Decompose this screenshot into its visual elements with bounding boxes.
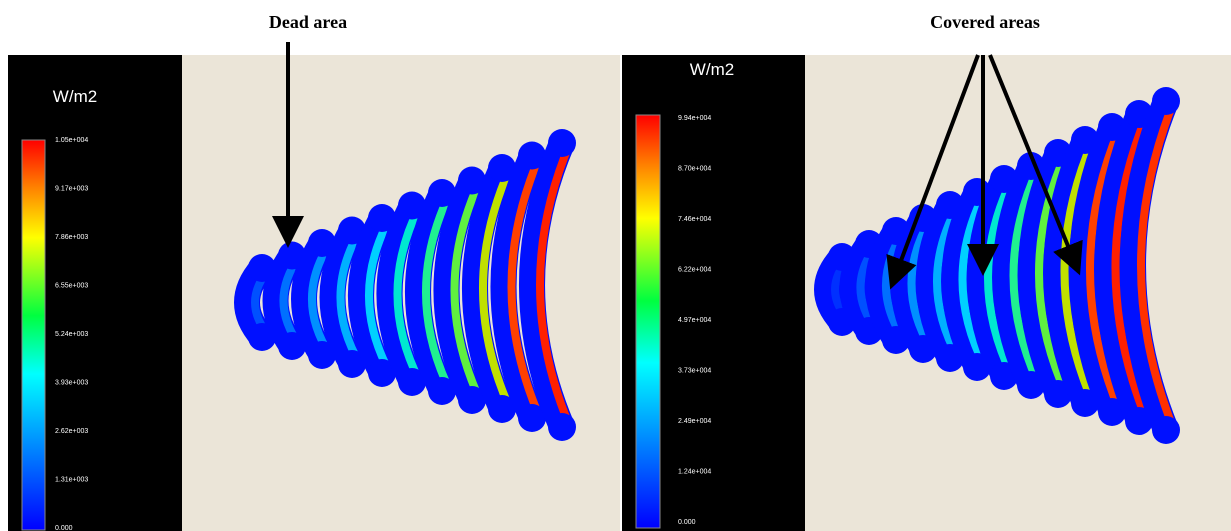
- colorbar-tick-label: 7.46e+004: [678, 216, 711, 223]
- colorbar-tick-label: 4.97e+004: [678, 317, 711, 324]
- colorbar-tick-label: 6.55e+003: [55, 282, 88, 289]
- pipe-end: [1152, 87, 1180, 115]
- panel-label: Dead area: [269, 12, 347, 32]
- colorbar: [22, 140, 45, 530]
- colorbar-tick-label: 6.22e+004: [678, 266, 711, 273]
- colorbar-tick-label: 8.70e+004: [678, 165, 711, 172]
- colorbar-tick-label: 1.31e+003: [55, 476, 88, 483]
- colorbar-tick-label: 1.05e+004: [55, 137, 88, 144]
- colorbar-tick-label: 0.000: [55, 525, 73, 531]
- colorbar-tick-label: 3.73e+004: [678, 367, 711, 374]
- colorbar-tick-label: 2.49e+004: [678, 418, 711, 425]
- colorbar-tick-label: 3.93e+003: [55, 379, 88, 386]
- colorbar-tick-label: 9.17e+003: [55, 185, 88, 192]
- colorbar-tick-label: 0.000: [678, 519, 696, 526]
- colorbar: [636, 115, 660, 528]
- colorbar-tick-label: 5.24e+003: [55, 331, 88, 338]
- colorbar-tick-label: 1.24e+004: [678, 468, 711, 475]
- unit: W/m2: [690, 60, 734, 79]
- panel-label: Covered areas: [930, 12, 1040, 32]
- unit: W/m2: [53, 87, 97, 106]
- colorbar-tick-label: 9.94e+004: [678, 115, 711, 122]
- colorbar-tick-label: 2.62e+003: [55, 428, 88, 435]
- colorbar-tick-label: 7.86e+003: [55, 234, 88, 241]
- pipe-end: [548, 413, 576, 441]
- pipe-end: [548, 129, 576, 157]
- pipe-end: [1152, 416, 1180, 444]
- figure: Dead area Covered areas W/m2 W/m2 1.05e+…: [0, 0, 1231, 531]
